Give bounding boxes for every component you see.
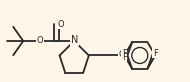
Text: F: F bbox=[122, 49, 127, 58]
Text: F: F bbox=[153, 49, 158, 58]
Text: O: O bbox=[57, 20, 64, 29]
Text: N: N bbox=[70, 35, 78, 45]
Text: F: F bbox=[122, 53, 127, 62]
Text: O: O bbox=[119, 50, 126, 59]
Text: O: O bbox=[37, 36, 43, 45]
